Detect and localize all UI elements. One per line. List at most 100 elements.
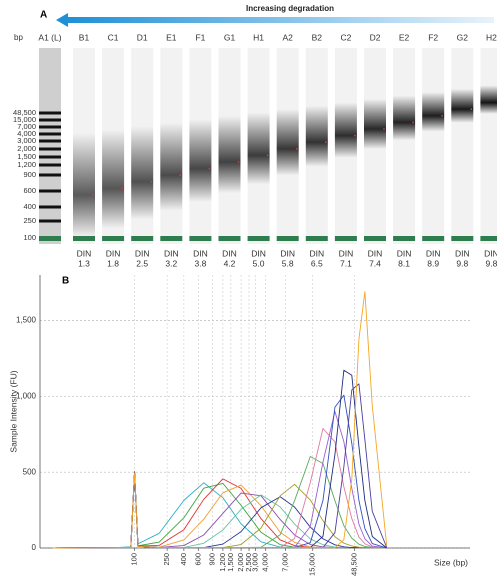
band-dot	[266, 154, 269, 157]
band-dot	[354, 134, 356, 137]
marker-band	[305, 236, 328, 241]
lane-label: C1	[108, 32, 119, 42]
ladder-size: 7,000	[17, 122, 36, 131]
lane-label: A1 (L)	[38, 32, 61, 42]
arrow-shaft	[66, 17, 494, 23]
din-label: DIN	[455, 248, 470, 258]
din-label: DIN	[397, 248, 412, 258]
ladder-band	[39, 173, 61, 177]
x-axis-label: Size (bp)	[434, 557, 468, 567]
x-tick-label: 250	[162, 553, 171, 566]
band-dot	[324, 141, 327, 144]
ladder-size: 250	[23, 216, 36, 225]
ladder-size: 15,000	[13, 115, 36, 124]
din-value: 8.9	[427, 258, 439, 268]
lane-label: H1	[253, 32, 264, 42]
din-value: 7.4	[369, 258, 381, 268]
x-tick-label: 1,200	[218, 553, 227, 572]
marker-band	[480, 236, 497, 241]
x-tick-label: 4,000	[261, 553, 270, 572]
smear	[247, 112, 270, 185]
lane-label: B2	[312, 32, 323, 42]
arrow-title: Increasing degradation	[246, 4, 334, 13]
lane-label: E1	[166, 32, 177, 42]
x-tick-label: 600	[193, 553, 202, 566]
smear	[364, 99, 386, 149]
din-value: 1.3	[78, 258, 90, 268]
smear	[218, 116, 241, 193]
lane	[480, 48, 497, 244]
ladder-size: 3,000	[17, 136, 36, 145]
lane-label: G1	[224, 32, 236, 42]
arrow-head	[56, 13, 68, 27]
din-value: 9.8	[456, 258, 468, 268]
ladder-band	[39, 139, 61, 143]
panel-label: B	[62, 276, 69, 287]
marker-band	[334, 236, 357, 241]
ladder-band	[39, 155, 61, 159]
ladder-size: 1,200	[17, 160, 36, 169]
panel-label: A	[40, 10, 47, 21]
din-value: 5.0	[253, 258, 265, 268]
x-tick-label: 2,500	[244, 553, 253, 572]
din-label: DIN	[106, 248, 121, 258]
ladder-size: 600	[23, 186, 36, 195]
y-axis-label: Sample Intensity (FU)	[8, 370, 18, 452]
lane-label: G2	[457, 32, 469, 42]
band-dot	[150, 180, 153, 183]
din-label: DIN	[77, 248, 92, 258]
ladder-size: 48,500	[13, 108, 36, 117]
electropherogram: B Sample Intensity (FU) Size (bp) 0 500 1,000…	[8, 275, 470, 576]
smear	[422, 92, 445, 132]
smear	[276, 109, 299, 176]
lane-label: F1	[195, 32, 205, 42]
din-label: DIN	[135, 248, 150, 258]
smear	[305, 105, 328, 167]
lane-label: D1	[137, 32, 148, 42]
ladder-band	[39, 118, 61, 122]
smear	[393, 95, 416, 141]
ladder-size: 2,000	[17, 144, 36, 153]
marker-band	[364, 236, 386, 241]
lane	[422, 48, 445, 244]
marker-band	[189, 236, 212, 241]
smear	[189, 119, 212, 202]
din-label: DIN	[309, 248, 324, 258]
x-tick-label: 2,000	[236, 553, 245, 572]
x-tick-label: 48,500	[349, 553, 358, 576]
lane-label: A2	[282, 32, 293, 42]
marker-band	[422, 236, 445, 241]
marker-band	[247, 236, 270, 241]
smear	[334, 102, 357, 158]
din-label: DIN	[164, 248, 179, 258]
din-value: 8.1	[398, 258, 410, 268]
ladder-band	[39, 189, 61, 193]
band-dot	[92, 194, 94, 196]
x-tick-label: 900	[208, 553, 217, 566]
unit-label: bp	[14, 33, 23, 42]
lane-label: F2	[428, 32, 438, 42]
lane	[393, 48, 416, 244]
band-dot	[441, 114, 444, 117]
marker-band	[160, 236, 183, 241]
lane-label: H2	[486, 32, 497, 42]
x-tick-label: 3,000	[250, 553, 259, 572]
din-value: 7.1	[340, 258, 352, 268]
ladder-band	[39, 219, 61, 223]
din-value: 6.5	[311, 258, 323, 268]
smear	[451, 88, 474, 123]
ladder-size: 900	[23, 170, 36, 179]
marker-band	[276, 236, 299, 241]
din-value: 2.5	[136, 258, 148, 268]
smear	[73, 133, 95, 237]
din-label: DIN	[222, 248, 237, 258]
din-label: DIN	[368, 248, 383, 258]
din-value: 1.8	[107, 258, 119, 268]
lane	[451, 48, 474, 244]
ladder-size: 400	[23, 202, 36, 211]
marker-band	[131, 236, 154, 241]
smear	[131, 126, 154, 220]
marker-band	[393, 236, 416, 241]
